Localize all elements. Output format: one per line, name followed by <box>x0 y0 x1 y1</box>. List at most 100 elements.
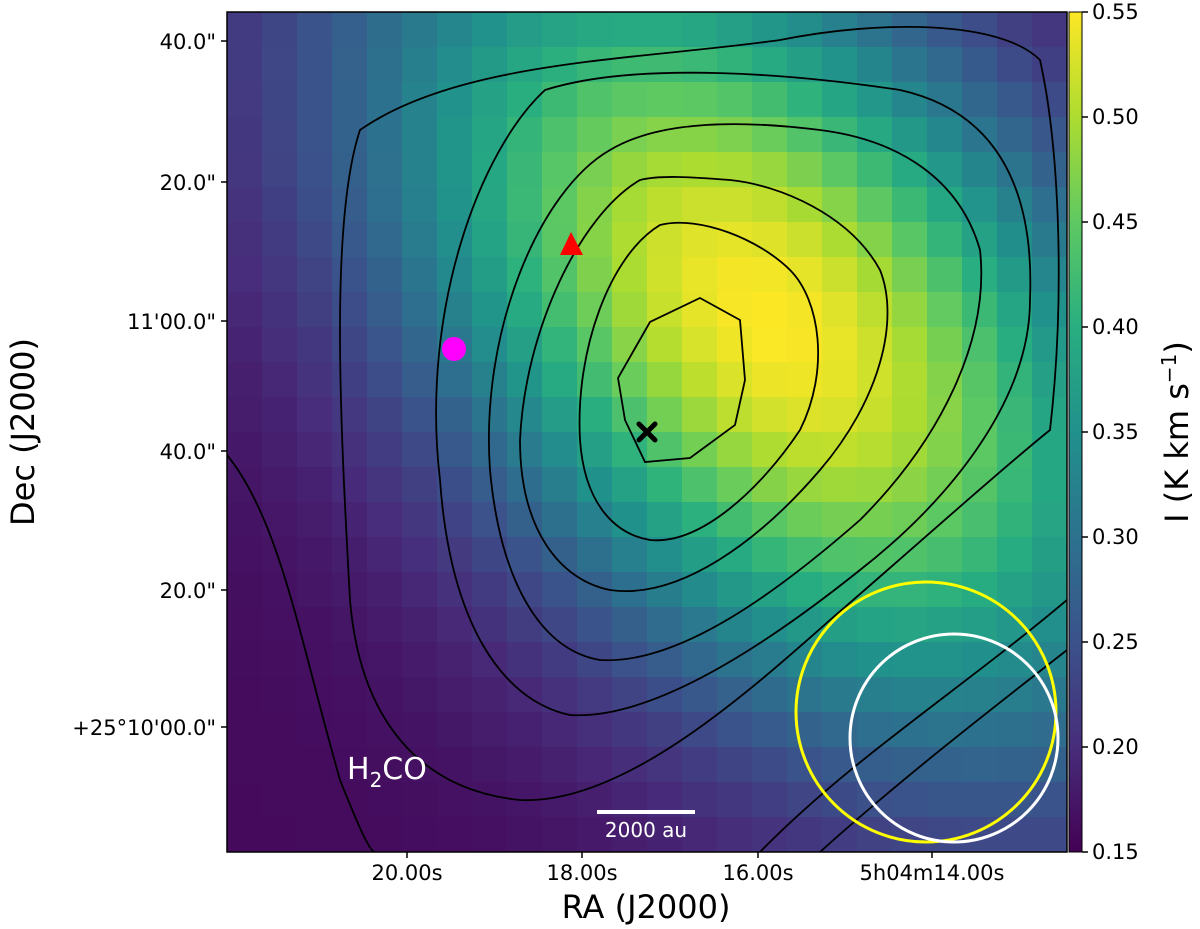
heatmap-cell <box>787 537 823 573</box>
heatmap-cell <box>472 292 508 328</box>
heatmap-cell <box>332 12 368 48</box>
x-tick-label: 5h04m14.00s <box>860 861 1005 885</box>
heatmap-cell <box>892 47 928 83</box>
heatmap-cell <box>997 257 1033 293</box>
heatmap-cell <box>892 117 928 153</box>
contour-5 <box>519 176 889 592</box>
heatmap-cell <box>507 747 543 783</box>
heatmap-cell <box>787 677 823 713</box>
heatmap-cell <box>962 397 998 433</box>
red-triangle-marker <box>560 232 583 255</box>
heatmap-cell <box>717 677 753 713</box>
heatmap-cell <box>577 817 613 852</box>
heatmap-cell <box>997 187 1033 223</box>
heatmap-cell <box>297 502 333 538</box>
heatmap-cell <box>402 327 438 363</box>
heatmap-cell <box>1032 327 1067 363</box>
heatmap-cell <box>262 47 298 83</box>
heatmap-cell <box>542 712 578 748</box>
heatmap-cell <box>647 152 683 188</box>
heatmap-cell <box>577 327 613 363</box>
heatmap-cell <box>752 327 788 363</box>
heatmap-cell <box>717 502 753 538</box>
heatmap-cell <box>332 292 368 328</box>
heatmap-cell <box>997 747 1033 783</box>
heatmap-cell <box>822 222 858 258</box>
heatmap-cell <box>962 187 998 223</box>
heatmap-cell <box>297 747 333 783</box>
heatmap-cell <box>262 327 298 363</box>
heatmap-cell <box>997 47 1033 83</box>
heatmap-cell <box>297 257 333 293</box>
heatmap-cell <box>367 537 403 573</box>
heatmap-cell <box>612 152 648 188</box>
heatmap-cell <box>542 747 578 783</box>
heatmap-cell <box>507 292 543 328</box>
colorbar-tick-label: 0.40 <box>1092 315 1139 339</box>
heatmap-cell <box>262 502 298 538</box>
heatmap-cell <box>997 607 1033 643</box>
heatmap-cell <box>402 47 438 83</box>
heatmap-cell <box>227 747 263 783</box>
heatmap-cell <box>647 642 683 678</box>
heatmap-cell <box>787 432 823 468</box>
heatmap-cell <box>647 502 683 538</box>
heatmap-cell <box>577 187 613 223</box>
heatmap-cell <box>717 607 753 643</box>
colorbar: 0.15 0.20 0.25 0.30 0.35 0.40 0.45 0.50 0.55 I (… <box>1068 0 1196 864</box>
heatmap-cell <box>682 502 718 538</box>
heatmap-cell <box>437 432 473 468</box>
heatmap-cell <box>682 327 718 363</box>
heatmap-cell <box>402 12 438 48</box>
heatmap-cell <box>507 572 543 608</box>
heatmap-cell <box>962 677 998 713</box>
heatmap-cell <box>542 257 578 293</box>
heatmap-cell <box>717 327 753 363</box>
heatmap-cell <box>647 12 683 48</box>
heatmap-cell <box>402 572 438 608</box>
heatmap-cell <box>717 82 753 118</box>
heatmap-cell <box>612 502 648 538</box>
white-beam <box>848 632 1060 844</box>
heatmap-cell <box>227 467 263 503</box>
heatmap-cell <box>1032 152 1067 188</box>
heatmap-cell <box>402 397 438 433</box>
y-tick-label: 20.0" <box>160 171 216 195</box>
heatmap-cell <box>612 467 648 503</box>
heatmap-cell <box>962 502 998 538</box>
heatmap-cell <box>297 432 333 468</box>
heatmap-cell <box>507 117 543 153</box>
heatmap-cell <box>297 117 333 153</box>
heatmap-cell <box>472 187 508 223</box>
heatmap-cell <box>822 502 858 538</box>
heatmap-cell <box>437 12 473 48</box>
heatmap-cell <box>402 537 438 573</box>
x-tick-label: 16.00s <box>722 861 793 885</box>
heatmap-cell <box>542 397 578 433</box>
heatmap-cell <box>892 642 928 678</box>
heatmap-cell <box>612 82 648 118</box>
heatmap-cell <box>787 12 823 48</box>
heatmap-cell <box>612 12 648 48</box>
heatmap-cell <box>332 467 368 503</box>
heatmap-cell <box>857 467 893 503</box>
heatmap-cell <box>647 572 683 608</box>
heatmap-cell <box>227 292 263 328</box>
heatmap-cell <box>437 537 473 573</box>
heatmap-cell <box>612 117 648 153</box>
heatmap-cell <box>612 362 648 398</box>
heatmap-cell <box>227 187 263 223</box>
colorbar-tick-label: 0.30 <box>1092 525 1139 549</box>
beams <box>794 580 1060 844</box>
plot-frame <box>226 11 1068 853</box>
heatmap-cell <box>927 782 963 818</box>
heatmap-cell <box>297 572 333 608</box>
heatmap-cell <box>227 677 263 713</box>
heatmap-cell <box>682 817 718 852</box>
heatmap-cell <box>962 467 998 503</box>
heatmap-cell <box>367 817 403 852</box>
heatmap-cell <box>752 117 788 153</box>
heatmap-cell <box>612 817 648 852</box>
heatmap-cell <box>997 642 1033 678</box>
heatmap-cell <box>787 817 823 852</box>
